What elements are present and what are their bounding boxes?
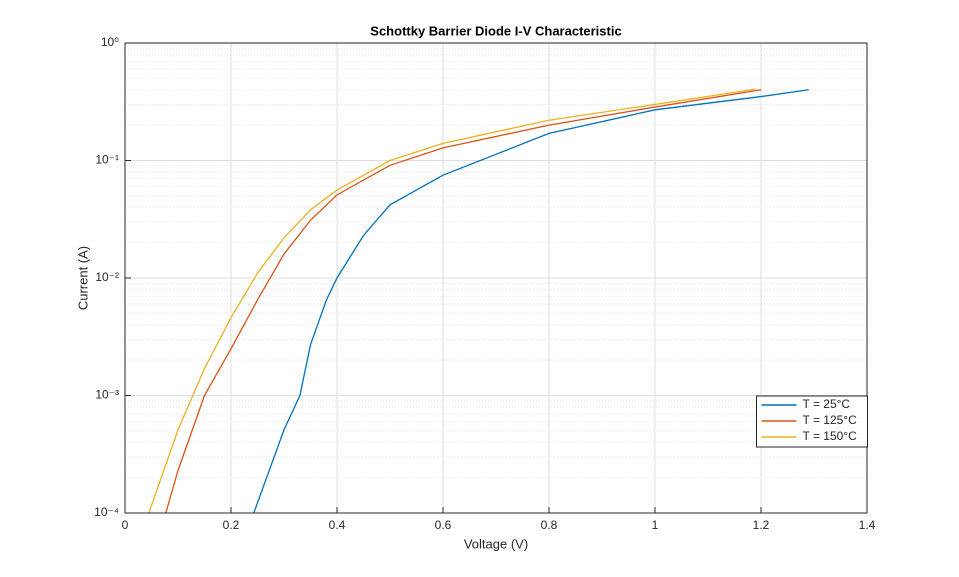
y-tick-label: 10⁻⁴	[94, 505, 119, 519]
x-tick-label: 0.4	[329, 518, 346, 532]
x-axis-label: Voltage (V)	[464, 536, 528, 551]
x-tick-label: 1.2	[753, 518, 770, 532]
y-tick-label: 10⁻³	[95, 388, 119, 402]
legend-label: T = 150°C	[803, 429, 858, 443]
x-tick-label: 1	[652, 518, 659, 532]
x-tick-label: 0	[122, 518, 129, 532]
y-tick-label: 10⁰	[101, 35, 119, 49]
chart-title: Schottky Barrier Diode I-V Characteristi…	[370, 23, 621, 38]
x-tick-label: 0.6	[435, 518, 452, 532]
series-line	[253, 89, 809, 514]
series-line	[165, 89, 762, 514]
series-line	[148, 88, 756, 514]
legend-label: T = 125°C	[803, 413, 858, 427]
y-tick-label: 10⁻¹	[95, 153, 119, 167]
x-tick-label: 0.2	[223, 518, 240, 532]
y-tick-label: 10⁻²	[95, 270, 119, 284]
x-tick-label: 0.8	[541, 518, 558, 532]
y-axis-label: Current (A)	[75, 246, 90, 310]
x-tick-label: 1.4	[859, 518, 876, 532]
legend-label: T = 25°C	[803, 397, 851, 411]
